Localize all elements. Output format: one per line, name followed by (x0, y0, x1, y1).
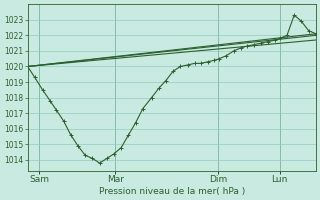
X-axis label: Pression niveau de la mer( hPa ): Pression niveau de la mer( hPa ) (99, 187, 245, 196)
